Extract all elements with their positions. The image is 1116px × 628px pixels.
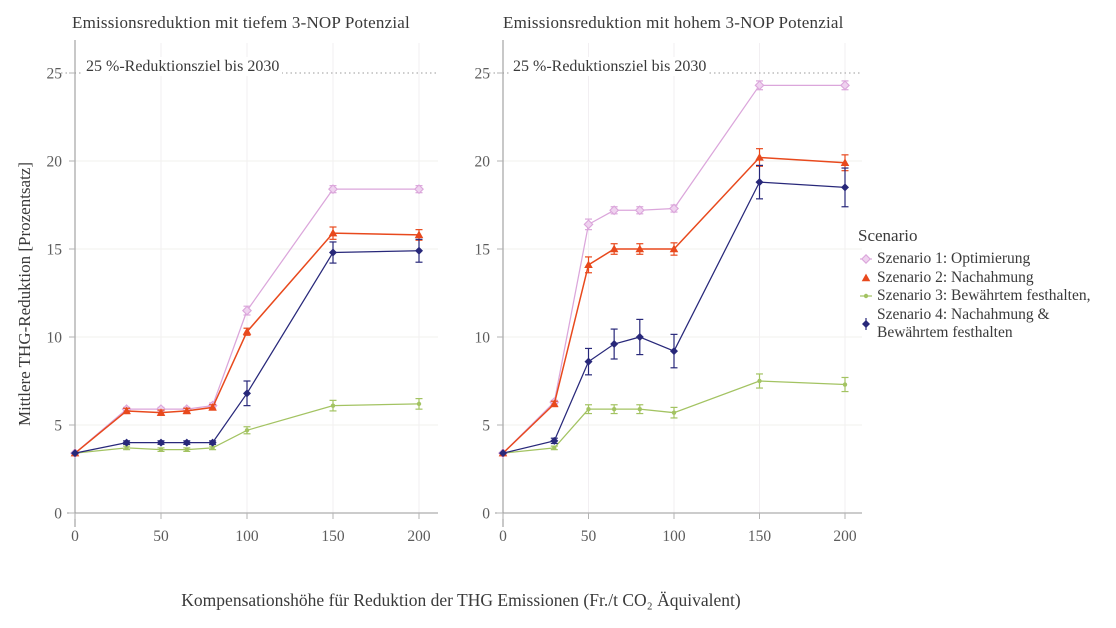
svg-text:15: 15 — [47, 242, 63, 259]
svg-text:20: 20 — [47, 154, 63, 171]
svg-text:0: 0 — [71, 528, 79, 545]
legend-title: Scenario — [858, 226, 918, 245]
svg-text:0: 0 — [499, 528, 507, 545]
svg-text:50: 50 — [581, 528, 597, 545]
svg-text:50: 50 — [153, 528, 169, 545]
legend-item-3: Szenario 3: Bewährtem festhalten, — [858, 287, 1110, 306]
diamond-legend-icon — [858, 317, 874, 331]
legend-item-label: Szenario 1: Optimierung — [877, 250, 1031, 267]
triangle-legend-icon — [858, 271, 874, 285]
legend-item-1: Szenario 1: Optimierung — [858, 250, 1110, 269]
svg-text:200: 200 — [407, 528, 431, 545]
legend-item-4: Szenario 4: Nachahmung & Bewährtem festh… — [858, 306, 1110, 343]
svg-text:5: 5 — [482, 418, 490, 435]
svg-text:5: 5 — [54, 418, 62, 435]
svg-text:15: 15 — [475, 242, 491, 259]
svg-text:150: 150 — [321, 528, 345, 545]
svg-text:0: 0 — [54, 506, 62, 523]
svg-text:20: 20 — [475, 154, 491, 171]
legend-item-label: Szenario 2: Nachahmung — [877, 268, 1034, 286]
svg-text:25: 25 — [47, 66, 63, 83]
legend-items: Szenario 1: Optimierung Szenario 2: Nacha… — [858, 250, 1110, 343]
panel-right: 0 5 10 15 20 25 0 50 100 150 200 — [475, 40, 862, 545]
legend-item-label: Szenario 4: Nachahmung & Bewährtem festh… — [877, 305, 1050, 342]
panel-left-title: Emissionsreduktion mit tiefem 3-NOP Pote… — [72, 13, 410, 32]
svg-text:0: 0 — [482, 506, 490, 523]
legend: Scenario Szenario 1: Optimierung Szenario… — [858, 226, 1110, 343]
x-axis-label: Kompensationshöhe für Reduktion der THG … — [181, 590, 741, 610]
legend-item-2: Szenario 2: Nachahmung — [858, 269, 1110, 288]
svg-text:100: 100 — [662, 528, 686, 545]
diamond-open-legend-icon — [858, 252, 874, 266]
svg-text:10: 10 — [475, 330, 491, 347]
panel-left: 0 5 10 15 20 25 0 50 100 150 200 — [47, 40, 438, 545]
y-axis-label: Mittlere THG-Reduktion [Prozentsatz] — [15, 161, 34, 427]
target-annotation-right: 25 %-Reduktionsziel bis 2030 — [510, 57, 710, 76]
svg-text:100: 100 — [235, 528, 259, 545]
target-annotation-left: 25 %-Reduktionsziel bis 2030 — [83, 57, 283, 76]
svg-text:200: 200 — [833, 528, 857, 545]
panel-right-title: Emissionsreduktion mit hohem 3-NOP Poten… — [503, 13, 844, 32]
legend-item-label: Szenario 3: Bewährtem festhalten, — [877, 287, 1091, 304]
tick-legend-icon — [858, 289, 874, 303]
svg-text:25: 25 — [475, 66, 491, 83]
svg-text:10: 10 — [47, 330, 63, 347]
svg-text:150: 150 — [748, 528, 772, 545]
